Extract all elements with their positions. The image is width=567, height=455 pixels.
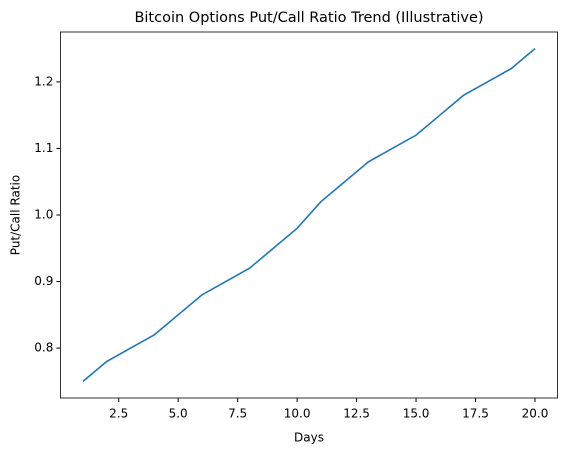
x-tick-label: 15.0 xyxy=(403,407,430,421)
line xyxy=(82,48,536,382)
x-tick-label: 5.0 xyxy=(169,407,188,421)
y-tick-label: 1.0 xyxy=(34,208,53,222)
y-tick-label: 0.9 xyxy=(34,274,53,288)
y-tick-label: 0.8 xyxy=(34,341,53,355)
x-tick-label: 7.5 xyxy=(228,407,247,421)
x-tick-label: 12.5 xyxy=(343,407,370,421)
x-tick-label: 2.5 xyxy=(109,407,128,421)
plot-frame xyxy=(60,31,559,399)
y-tick-label: 1.2 xyxy=(34,74,53,88)
x-tick-label: 10.0 xyxy=(284,407,311,421)
x-axis-label: Days xyxy=(294,431,324,445)
x-tick-label: 20.0 xyxy=(522,407,549,421)
y-axis-label: Put/Call Ratio xyxy=(9,175,23,255)
chart-title: Bitcoin Options Put/Call Ratio Trend (Il… xyxy=(134,10,483,26)
y-tick-label: 1.1 xyxy=(34,141,53,155)
x-tick-label: 17.5 xyxy=(462,407,489,421)
